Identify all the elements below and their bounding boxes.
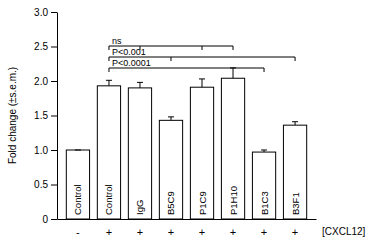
- y-tick-label: 1.0: [34, 145, 48, 156]
- bracket-tick: [170, 57, 171, 61]
- comparison-label: ns: [112, 36, 122, 46]
- bracket-tick: [108, 68, 109, 72]
- treatment-sign: -: [76, 226, 80, 238]
- bar: [221, 78, 244, 219]
- y-tick-label: 3.0: [34, 7, 48, 18]
- y-tick: 1.5: [34, 110, 57, 121]
- y-tick-label: 0: [42, 214, 48, 225]
- bracket-tick: [264, 68, 265, 72]
- error-bar-cap: [106, 80, 112, 81]
- bracket-tick: [295, 57, 296, 61]
- marks: [66, 68, 306, 219]
- error-bar-cap: [168, 116, 174, 117]
- chart: 0 0.5 1.0 1.5 2.0 2.5 3.0 Control Control IgG B5C9…: [0, 0, 368, 245]
- bar: [190, 87, 213, 219]
- bar: [159, 120, 182, 219]
- error-bar: [230, 68, 236, 78]
- y-tick-mark: [51, 12, 57, 13]
- y-tick: 2.0: [34, 76, 57, 87]
- error-bar: [75, 150, 81, 151]
- bracket-tick: [108, 46, 109, 50]
- y-tick-label: 1.5: [34, 110, 48, 121]
- comparison-bracket: P<0.0001: [109, 58, 264, 72]
- comparison-label: P<0.0001: [112, 58, 151, 68]
- error-bar-stem: [295, 122, 296, 125]
- y-tick-mark: [51, 185, 57, 186]
- error-bar-stem: [170, 117, 171, 120]
- y-tick: 0.5: [34, 179, 57, 190]
- category-label: B1C3: [259, 191, 270, 215]
- annotations: nsP<0.001P<0.0001: [109, 36, 295, 72]
- error-bar: [168, 117, 174, 120]
- y-tick-label: 0.5: [34, 179, 48, 190]
- comparison-label: P<0.001: [112, 47, 146, 57]
- bar: [283, 125, 306, 219]
- error-bar-cap: [137, 82, 143, 83]
- x-axis: [58, 219, 317, 220]
- bracket-tick: [108, 57, 109, 61]
- error-bar-cap: [292, 121, 298, 122]
- error-bar-cap: [75, 150, 81, 151]
- error-bar-cap: [199, 78, 205, 79]
- bar: [252, 152, 275, 219]
- category-label: B3F1: [290, 192, 301, 215]
- error-bar: [292, 122, 298, 125]
- error-bar-stem: [202, 79, 203, 87]
- x-axis-line: [58, 219, 317, 220]
- y-tick-mark: [51, 116, 57, 117]
- y-axis: 0 0.5 1.0 1.5 2.0 2.5 3.0: [34, 7, 57, 225]
- treatment-sign: +: [137, 226, 143, 238]
- error-bar: [261, 150, 267, 152]
- bar: [128, 88, 151, 219]
- category-label: Control: [72, 184, 83, 215]
- error-bar: [106, 80, 112, 86]
- y-tick-mark: [51, 150, 57, 151]
- y-tick-label: 2.5: [34, 41, 48, 52]
- category-label: P1C9: [197, 191, 208, 215]
- error-bar-stem: [108, 80, 109, 86]
- y-tick-mark: [51, 219, 57, 220]
- error-bar-stem: [233, 68, 234, 78]
- treatment-sign: +: [261, 226, 267, 238]
- plot: 0 0.5 1.0 1.5 2.0 2.5 3.0 Control Control IgG B5C9…: [34, 7, 365, 238]
- error-bar-stem: [139, 82, 140, 88]
- bar: [66, 150, 89, 219]
- treatment-sign: +: [199, 226, 205, 238]
- y-tick: 0: [42, 214, 57, 225]
- error-bar: [137, 82, 143, 88]
- bar: [97, 86, 120, 219]
- treatment-sign: +: [230, 226, 236, 238]
- treatment-sign: +: [168, 226, 174, 238]
- error-bar-cap: [261, 150, 267, 151]
- category-label: IgG: [134, 200, 145, 215]
- y-axis-title: Fold change (±s.e.m.): [7, 67, 18, 164]
- error-bar: [199, 79, 205, 87]
- treatment-label: [CXCL12]: [322, 226, 366, 237]
- y-tick-mark: [51, 47, 57, 48]
- treatment-sign: +: [106, 226, 112, 238]
- category-label: P1H10: [228, 186, 239, 215]
- y-axis-line: [57, 13, 58, 220]
- category-label: Control: [103, 184, 114, 215]
- y-tick-mark: [51, 81, 57, 82]
- bracket-tick: [233, 46, 234, 50]
- category-label: B5C9: [165, 191, 176, 215]
- y-tick: 2.5: [34, 41, 57, 52]
- y-tick-label: 2.0: [34, 76, 48, 87]
- y-tick: 3.0: [34, 7, 57, 18]
- treatment-sign: +: [292, 226, 298, 238]
- bracket-tick: [202, 46, 203, 50]
- y-tick: 1.0: [34, 145, 57, 156]
